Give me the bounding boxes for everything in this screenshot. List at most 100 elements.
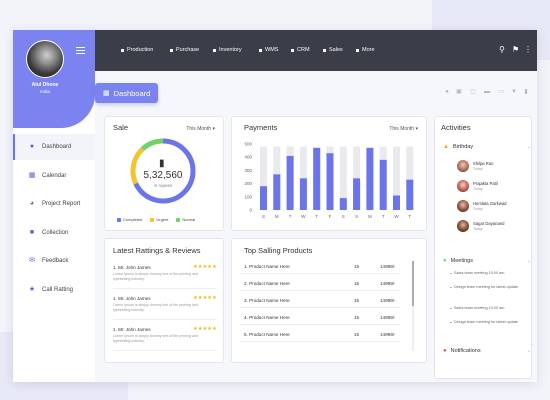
sidebar-item-calendar[interactable]: ▦ Calendar (13, 163, 95, 189)
nav-crm[interactable]: CRM (291, 47, 310, 53)
bar[interactable] (286, 155, 294, 210)
product-qty: 15 (354, 298, 360, 303)
folder-icon: ■ (29, 229, 35, 236)
activities-title: Activities (441, 123, 471, 132)
truck-icon[interactable]: ▭ (498, 89, 504, 95)
user-icon[interactable]: ● (445, 89, 449, 95)
chart-icon[interactable]: ▮ (524, 89, 528, 95)
sidebar-item-call-ratting[interactable]: ★ Call Ratting (13, 277, 95, 303)
meeting-item[interactable]: Sales team meeting 10:00 am (450, 306, 534, 311)
sale-legend: Completed Urgent Normal (117, 217, 203, 222)
more-options-icon[interactable]: ⋮ (524, 45, 532, 54)
bar[interactable] (406, 179, 414, 210)
review-item[interactable]: 1. Mr. John James ★★★★★ Lorem Ipsum is s… (113, 326, 217, 351)
product-qty: 15 (354, 264, 360, 269)
bar[interactable] (273, 174, 281, 210)
bar-chart-icon: ▮ (159, 158, 165, 169)
sidebar-item-label: Feedback (42, 258, 69, 264)
meeting-item[interactable]: Design team meeting for latest update (450, 320, 534, 325)
table-row[interactable]: 3. Product Name Here 15 14999/- (240, 294, 400, 308)
legend-normal: Normal (176, 217, 195, 222)
bell-icon[interactable]: ⚑ (512, 45, 520, 54)
bar[interactable] (379, 159, 387, 210)
user-location: India (40, 89, 50, 94)
avatar[interactable] (26, 40, 64, 78)
birthday-section-header[interactable]: ▲ Birthday ⌄ (443, 144, 531, 150)
x-tick-label: T (289, 214, 292, 219)
scrollbar[interactable] (412, 261, 414, 351)
scrollbar-thumb[interactable] (412, 261, 414, 306)
page-title-label: Dashboard (113, 88, 151, 98)
table-row[interactable]: 4. Product Name Here 15 14999/- (240, 311, 400, 325)
activities-card: Activities ▲ Birthday ⌄ Shilpa Rao Today… (434, 116, 532, 379)
chevron-down-icon: ⌄ (526, 144, 531, 150)
reviewer-name: 1. Mr. John James (113, 296, 151, 301)
nav-production[interactable]: Production (121, 47, 153, 53)
product-price: 14999/- (380, 315, 396, 320)
product-qty: 15 (354, 332, 360, 337)
avatar (457, 160, 469, 172)
meeting-item[interactable]: Design team meeting for latest update (450, 285, 534, 290)
x-tick-label: M (275, 214, 279, 219)
car-icon[interactable]: ▬ (484, 89, 490, 95)
legend-label: Completed (123, 217, 143, 222)
bar-background (260, 146, 267, 210)
hamburger-menu-icon[interactable] (76, 47, 85, 54)
nav-more[interactable]: More (356, 47, 375, 53)
sidebar-item-feedback[interactable]: ✉ Feedback (13, 248, 95, 274)
table-row[interactable]: 5. Product Name Here 15 14999/- (240, 328, 400, 342)
nav-wms[interactable]: WMS (259, 47, 278, 53)
bar[interactable] (353, 178, 361, 210)
table-row[interactable]: 1. Product Name Here 15 14999/- (240, 260, 400, 274)
period-dropdown[interactable]: This Month ▾ (389, 126, 418, 132)
page-title[interactable]: ▦ Dashboard (95, 83, 158, 103)
bar[interactable] (393, 195, 400, 210)
bar[interactable] (313, 147, 321, 210)
y-tick-label: 300 (244, 168, 252, 173)
review-item[interactable]: 1. Mr. John James ★★★★★ Lorem Ipsum is s… (113, 264, 217, 289)
products-title: Top Salling Products (244, 246, 313, 255)
people-icon: ● (443, 258, 447, 264)
x-tick-label: T (382, 214, 385, 219)
payments-card: Payments This Month ▾ 500 400 300 200 100 0 S M… (231, 116, 427, 231)
nav-sales[interactable]: Sales (323, 47, 343, 53)
bar[interactable] (326, 153, 334, 210)
review-text: Lorem Ipsum is simply dummy text of the … (113, 334, 199, 343)
chat-icon: ✉ (29, 257, 35, 264)
bar-background (339, 146, 347, 210)
notifications-label: Notifications (450, 348, 481, 354)
sidebar-item-label: Calendar (42, 173, 67, 179)
product-name: 2. Product Name Here (244, 281, 290, 286)
table-row[interactable]: 2. Product Name Here 15 14999/- (240, 277, 400, 291)
nav-inventory[interactable]: Inventory (213, 47, 242, 53)
product-name: 4. Product Name Here (244, 315, 290, 320)
sidebar-item-collection[interactable]: ■ Collection (13, 220, 95, 246)
sale-title: Sale (113, 123, 129, 132)
bar[interactable] (299, 178, 307, 210)
nav-purchase[interactable]: Purchase (170, 47, 199, 53)
sidebar-item-dashboard[interactable]: ● Dashboard (13, 134, 95, 160)
product-price: 14999/- (380, 332, 396, 337)
bar[interactable] (260, 186, 267, 210)
x-tick-label: M (368, 214, 372, 219)
sale-value: 5,32,560 (143, 170, 183, 181)
legend-label: Urgent (156, 217, 169, 222)
period-dropdown[interactable]: This Month ▾ (186, 126, 215, 132)
birthday-day: Today (473, 207, 483, 211)
box-icon[interactable]: ▢ (470, 89, 476, 95)
meetings-section-header[interactable]: ● Meetings ⌄ (443, 258, 531, 264)
notifications-section-header[interactable]: ● Notifications ⌄ (443, 348, 531, 354)
review-item[interactable]: 1. Mr. John James ★★★★★ Lorem Ipsum is s… (113, 295, 217, 320)
product-qty: 15 (354, 315, 360, 320)
bar[interactable] (366, 147, 374, 210)
filter-icon[interactable]: ▼ (511, 89, 517, 95)
review-text: Lorem Ipsum is simply dummy text of the … (113, 303, 199, 312)
document-icon[interactable]: ▣ (456, 89, 462, 95)
meeting-item[interactable]: Sales team meeting 10:00 am (450, 271, 534, 276)
birthday-day: Today (473, 167, 483, 171)
sale-donut-chart (130, 138, 196, 204)
sidebar-item-project-report[interactable]: ◕ Project Report (13, 191, 95, 217)
product-price: 14999/- (380, 264, 396, 269)
search-icon[interactable]: ⚲ (499, 45, 505, 54)
bar[interactable] (339, 198, 347, 210)
